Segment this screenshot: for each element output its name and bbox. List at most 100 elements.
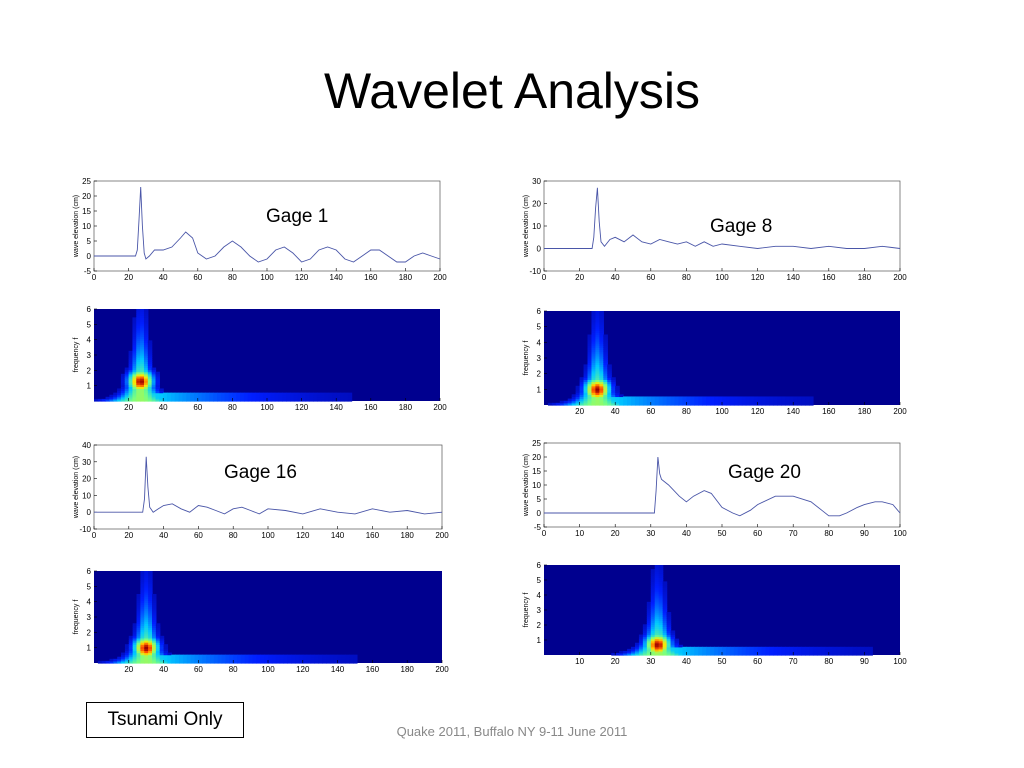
heatmap-cell xyxy=(654,642,660,646)
heatmap-cell xyxy=(702,648,707,652)
heatmap-cell xyxy=(658,587,664,591)
heatmap-cell xyxy=(309,392,314,396)
heatmap-cell xyxy=(132,375,137,379)
heatmap-cell xyxy=(658,607,664,611)
heatmap-cell xyxy=(844,648,850,652)
heatmap-cell xyxy=(805,402,810,406)
heatmap-cell xyxy=(140,658,145,662)
heatmap-cell xyxy=(345,660,350,664)
heatmap-cell xyxy=(198,658,203,662)
heatmap-cell xyxy=(143,375,149,379)
x-tick-label: 0 xyxy=(542,529,547,538)
heatmap-cell xyxy=(729,398,735,402)
heatmap-cell xyxy=(607,372,612,376)
heatmap-cell xyxy=(94,398,99,402)
heatmap-cell xyxy=(702,402,707,406)
heatmap-cell xyxy=(314,660,319,664)
heatmap-cell xyxy=(124,648,130,652)
heatmap-cell xyxy=(163,660,169,664)
heatmap-cell xyxy=(155,398,160,402)
heatmap-cell xyxy=(143,338,149,341)
heatmap-cell xyxy=(599,315,604,319)
heatmap-cell xyxy=(646,626,652,630)
heatmap-cell xyxy=(706,396,711,400)
heatmap-cell xyxy=(662,595,668,599)
heatmap-cell xyxy=(155,658,161,662)
heatmap-cell xyxy=(132,392,137,396)
heatmap-cell xyxy=(132,384,137,387)
heatmap-cell xyxy=(674,652,680,656)
heatmap-cell xyxy=(206,658,211,662)
heatmap-cell xyxy=(583,364,589,368)
heatmap-cell xyxy=(662,402,668,406)
heatmap-cell xyxy=(575,398,581,402)
heatmap-cell xyxy=(678,402,684,406)
heatmap-cell xyxy=(650,571,656,574)
heatmap-cell xyxy=(132,325,137,329)
heatmap-cell xyxy=(812,646,818,650)
heatmap-cell xyxy=(631,396,636,400)
heatmap-cell xyxy=(753,648,759,652)
heatmap-cell xyxy=(777,650,782,654)
heatmap-cell xyxy=(595,375,600,378)
heatmap-cell xyxy=(650,575,656,578)
heatmap-cell xyxy=(599,390,604,393)
heatmap-cell xyxy=(797,396,802,400)
heatmap-cell xyxy=(583,387,589,391)
heatmap-cell xyxy=(268,658,273,662)
heatmap-cell xyxy=(217,658,223,662)
heatmap-cell xyxy=(741,650,747,654)
heatmap-cell xyxy=(646,652,652,656)
heatmap-cell xyxy=(753,400,759,404)
heatmap-cell xyxy=(733,652,739,656)
heatmap-cell xyxy=(670,630,676,634)
heatmap-cell xyxy=(844,650,850,654)
heatmap-cell xyxy=(210,654,215,658)
heatmap-cell xyxy=(765,652,771,656)
heatmap-cell xyxy=(136,344,141,348)
heatmap-cell xyxy=(595,332,600,336)
heatmap-cell xyxy=(147,384,153,387)
heatmap-cell xyxy=(579,379,585,383)
heatmap-cell xyxy=(147,394,153,398)
heatmap-cell xyxy=(132,394,137,398)
heatmap-cell xyxy=(120,388,126,392)
x-tick-label: 100 xyxy=(261,665,275,674)
heatmap-cell xyxy=(583,375,589,378)
heatmap-cell xyxy=(167,392,172,396)
heatmap-cell xyxy=(144,608,149,612)
heatmap-cell xyxy=(143,373,149,377)
heatmap-cell xyxy=(599,392,604,395)
heatmap-cell xyxy=(686,398,691,402)
heatmap-cell xyxy=(186,660,192,664)
heatmap-cell xyxy=(178,392,184,396)
y-tick-label: 0 xyxy=(537,245,542,254)
heatmap-cell xyxy=(333,656,339,660)
y-tick-label: 6 xyxy=(537,561,542,570)
heatmap-cell xyxy=(591,396,597,400)
heatmap-cell xyxy=(336,396,341,400)
heatmap-cell xyxy=(591,370,597,374)
heatmap-cell xyxy=(140,625,145,629)
heatmap-cell xyxy=(147,363,153,367)
heatmap-background xyxy=(544,565,900,655)
heatmap-cell xyxy=(128,350,134,354)
heatmap-cell xyxy=(144,598,149,601)
heatmap-cell xyxy=(587,355,593,359)
heatmap-cell xyxy=(579,383,585,387)
heatmap-cell xyxy=(117,396,122,400)
heatmap-cell xyxy=(152,644,157,647)
heatmap-cell xyxy=(753,650,759,654)
heatmap-cell xyxy=(159,644,165,647)
heatmap-cell xyxy=(148,600,153,603)
heatmap-cell xyxy=(147,371,153,375)
heatmap-cell xyxy=(314,654,319,658)
heatmap-cell xyxy=(591,347,597,351)
heatmap-cell xyxy=(631,402,636,406)
heatmap-cell xyxy=(773,400,778,404)
heatmap-cell xyxy=(595,319,600,323)
heatmap-cell xyxy=(579,402,585,406)
heatmap-cell xyxy=(143,363,149,367)
heatmap-cell xyxy=(140,315,145,318)
heatmap-cell xyxy=(642,398,648,402)
